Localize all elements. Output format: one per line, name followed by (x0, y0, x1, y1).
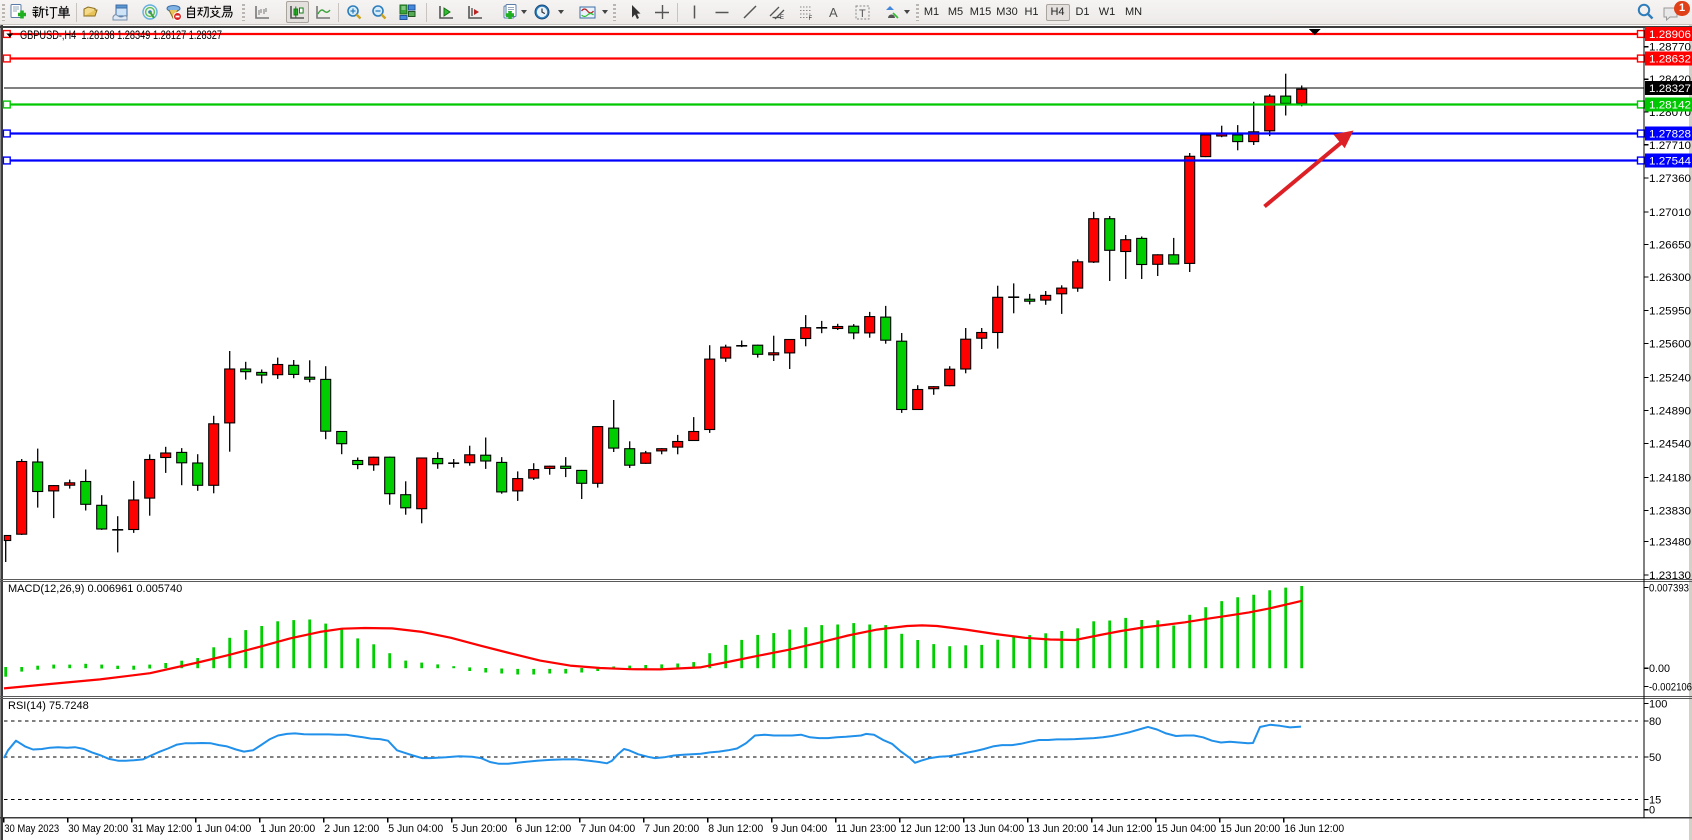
svg-text:30 May 20:00: 30 May 20:00 (68, 823, 128, 835)
svg-text:T: T (859, 8, 866, 20)
svg-text:F: F (809, 16, 813, 21)
svg-text:1.27710: 1.27710 (1649, 140, 1691, 152)
svg-text:1.24890: 1.24890 (1649, 406, 1691, 418)
svg-text:100: 100 (1649, 699, 1667, 711)
svg-text:1.28327: 1.28327 (1649, 83, 1691, 95)
svg-text:1.23130: 1.23130 (1649, 570, 1691, 582)
svg-text:15 Jun 20:00: 15 Jun 20:00 (1220, 823, 1280, 835)
svg-text:MACD(12,26,9) 0.006961 0.00574: MACD(12,26,9) 0.006961 0.005740 (8, 583, 182, 595)
svg-text:1.27010: 1.27010 (1649, 207, 1691, 219)
svg-text:1.27828: 1.27828 (1649, 129, 1691, 141)
svg-text:E: E (780, 15, 784, 21)
svg-text:6 Jun 12:00: 6 Jun 12:00 (516, 823, 571, 835)
svg-text:0.007393: 0.007393 (1649, 583, 1689, 595)
svg-text:1 Jun 04:00: 1 Jun 04:00 (196, 823, 251, 835)
svg-text:1.27360: 1.27360 (1649, 173, 1691, 185)
svg-text:15: 15 (1649, 795, 1661, 807)
svg-text:1.26650: 1.26650 (1649, 240, 1691, 252)
svg-text:16 Jun 12:00: 16 Jun 12:00 (1284, 823, 1344, 835)
svg-text:13 Jun 20:00: 13 Jun 20:00 (1028, 823, 1088, 835)
svg-text:1.24180: 1.24180 (1649, 473, 1691, 485)
svg-text:11 Jun 23:00: 11 Jun 23:00 (836, 823, 896, 835)
svg-text:1.28770: 1.28770 (1649, 42, 1691, 54)
svg-text:A: A (829, 5, 838, 20)
svg-text:1.27544: 1.27544 (1649, 156, 1691, 168)
svg-text:-0.002106: -0.002106 (1649, 682, 1692, 694)
svg-text:5 Jun 04:00: 5 Jun 04:00 (388, 823, 443, 835)
svg-text:80: 80 (1649, 716, 1661, 728)
svg-text:1.28906: 1.28906 (1649, 29, 1691, 41)
svg-text:15 Jun 04:00: 15 Jun 04:00 (1156, 823, 1216, 835)
svg-text:RSI(14) 75.7248: RSI(14) 75.7248 (8, 700, 89, 712)
svg-text:31 May 12:00: 31 May 12:00 (132, 823, 192, 835)
svg-text:30 May 2023: 30 May 2023 (4, 823, 59, 835)
svg-text:8 Jun 12:00: 8 Jun 12:00 (708, 823, 763, 835)
svg-text:1.28632: 1.28632 (1649, 54, 1691, 66)
svg-text:7 Jun 20:00: 7 Jun 20:00 (644, 823, 699, 835)
svg-text:2 Jun 12:00: 2 Jun 12:00 (324, 823, 379, 835)
svg-text:5 Jun 20:00: 5 Jun 20:00 (452, 823, 507, 835)
svg-text:13 Jun 04:00: 13 Jun 04:00 (964, 823, 1024, 835)
svg-text:1.25600: 1.25600 (1649, 339, 1691, 351)
svg-text:0: 0 (1649, 805, 1655, 817)
svg-text:9 Jun 04:00: 9 Jun 04:00 (772, 823, 827, 835)
svg-text:1.25950: 1.25950 (1649, 306, 1691, 318)
svg-text:12 Jun 12:00: 12 Jun 12:00 (900, 823, 960, 835)
svg-text:14 Jun 12:00: 14 Jun 12:00 (1092, 823, 1152, 835)
svg-text:GBPUSD-,H4 1.28138 1.28349 1.: GBPUSD-,H4 1.28138 1.28349 1.28127 1.283… (20, 30, 222, 42)
svg-text:1.28142: 1.28142 (1649, 100, 1691, 112)
svg-text:1.24540: 1.24540 (1649, 439, 1691, 451)
svg-text:0.00: 0.00 (1649, 663, 1670, 675)
svg-text:1.23480: 1.23480 (1649, 536, 1691, 548)
svg-text:50: 50 (1649, 752, 1661, 764)
svg-text:1 Jun 20:00: 1 Jun 20:00 (260, 823, 315, 835)
svg-text:1.26300: 1.26300 (1649, 272, 1691, 284)
svg-text:1.25240: 1.25240 (1649, 373, 1691, 385)
svg-text:1.23830: 1.23830 (1649, 506, 1691, 518)
svg-text:7 Jun 04:00: 7 Jun 04:00 (580, 823, 635, 835)
